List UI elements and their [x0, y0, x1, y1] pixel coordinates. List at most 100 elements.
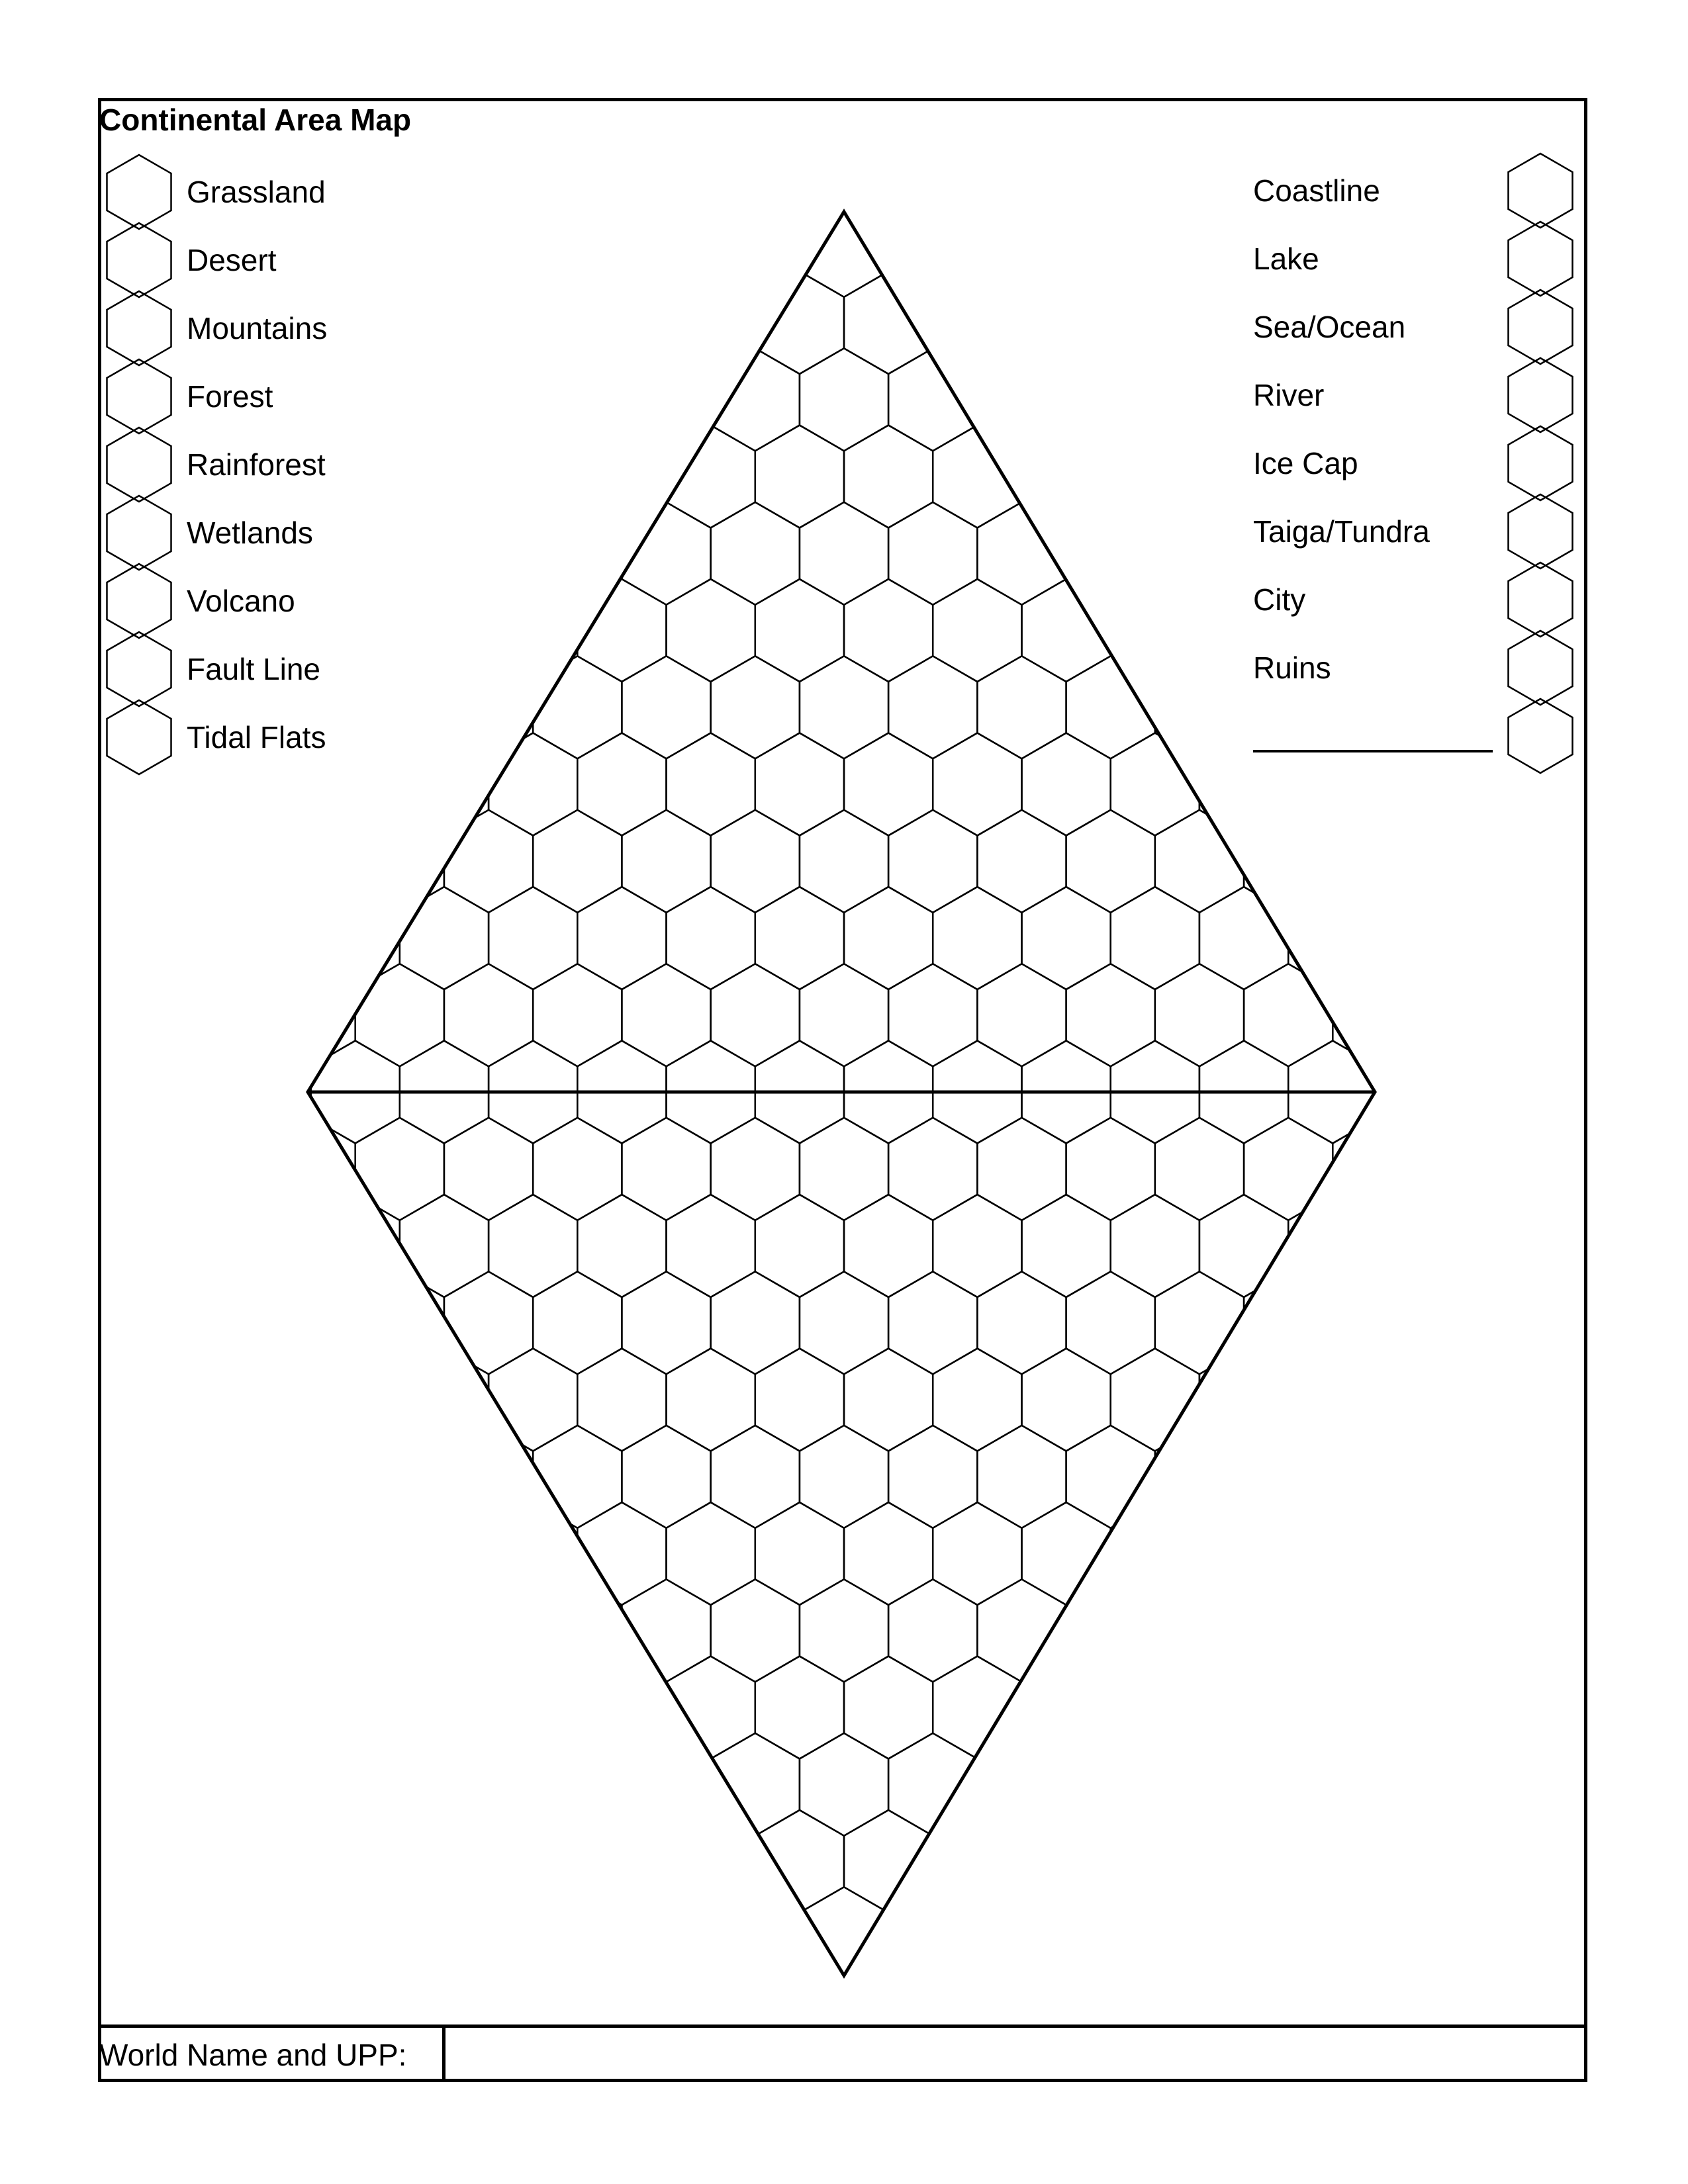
map-hex-cell [308, 212, 356, 298]
map-hex-cell [887, 962, 978, 1068]
map-hex-cell [665, 732, 757, 837]
map-hex-cell [1065, 962, 1156, 1068]
map-hex-cell [354, 1732, 445, 1837]
world-name-input[interactable] [442, 2025, 1587, 2082]
map-hex-cell [1154, 1116, 1245, 1222]
map-hex-cell [665, 578, 757, 683]
legend-label-fault-line: Fault Line [187, 652, 321, 686]
map-hex-cell [1154, 501, 1245, 606]
map-hex-cell [1332, 655, 1375, 760]
legend-hex-swatch[interactable] [1507, 289, 1573, 365]
map-hex-cell [308, 1501, 312, 1606]
legend-hex-swatch[interactable] [106, 222, 172, 298]
map-hex-cell [665, 886, 757, 991]
legend-hex-swatch[interactable] [106, 631, 172, 707]
legend-label-volcano: Volcano [187, 584, 295, 618]
legend-hex-swatch[interactable] [106, 563, 172, 639]
map-hex-cell [887, 1578, 978, 1683]
map-hex-cell [1377, 1195, 1466, 1297]
legend-label-ice-cap: Ice Cap [1253, 446, 1358, 480]
map-hex-cell [665, 1809, 757, 1914]
legend-hex-swatch[interactable] [1507, 425, 1573, 502]
legend-hex-swatch[interactable] [106, 154, 172, 230]
map-hex-cell [443, 347, 534, 452]
legend-hex-swatch[interactable] [106, 426, 172, 503]
map-hex-cell [1021, 1193, 1111, 1298]
map-hex-cell [931, 1809, 1023, 1914]
legend-hex-swatch[interactable] [1507, 629, 1573, 706]
legend-label-taiga-tundra: Taiga/Tundra [1253, 514, 1430, 549]
map-hex-cell [976, 1116, 1067, 1222]
map-hex-cell [308, 732, 312, 837]
map-hex-cell [1021, 886, 1111, 991]
map-hex-cell [532, 655, 623, 760]
map-hex-cell [310, 886, 401, 991]
map-hex-cell [1066, 40, 1155, 143]
legend-hex-swatch[interactable] [1507, 357, 1573, 433]
map-hex-cell [1155, 40, 1244, 143]
legend-hex-swatch[interactable] [106, 699, 172, 776]
map-hex-cell [310, 212, 401, 221]
map-hex-cell [1332, 1424, 1375, 1529]
map-hex-cell [487, 212, 579, 221]
map-hex-cell [354, 655, 445, 760]
map-hex-cell [1243, 962, 1334, 1068]
map-hex-cell [843, 1347, 934, 1452]
map-hex-cell [1198, 212, 1289, 221]
custom-legend-blank-line[interactable] [1253, 750, 1493, 752]
map-hex-cell [710, 501, 801, 606]
map-hex-cell [1198, 1193, 1289, 1298]
legend-hex-swatch[interactable] [1507, 561, 1573, 638]
map-hex-cell [800, 40, 888, 143]
map-hex-cell [354, 501, 445, 606]
map-hex-cell [621, 347, 712, 452]
legend-hex-swatch[interactable] [1507, 152, 1573, 229]
map-hex-cell [577, 1809, 667, 1914]
map-hex-cell [1109, 1809, 1201, 1914]
map-hex-cell [1377, 118, 1466, 220]
map-hex-cell [443, 1578, 534, 1683]
map-hex-cell [1154, 1424, 1245, 1529]
map-hex-cell [354, 962, 445, 1068]
map-hex-cell [931, 212, 1023, 221]
map-hex-cell [1065, 212, 1156, 298]
map-hex-cell [887, 1270, 978, 1375]
map-hex-cell [1109, 1501, 1201, 1606]
map-hex-cell [1065, 1886, 1156, 1976]
map-hex-cell [1154, 347, 1245, 452]
legend-hex-swatch[interactable] [1507, 493, 1573, 570]
map-hex-cell [665, 1347, 757, 1452]
legend-hex-swatch[interactable] [1507, 220, 1573, 297]
map-hex-cell [532, 1578, 623, 1683]
legend-hex-swatch[interactable] [106, 358, 172, 435]
legend-hex-swatch[interactable] [1507, 698, 1573, 774]
map-hex-cell [308, 962, 356, 1068]
map-hex-cell [1287, 1501, 1375, 1606]
map-hex-cell [621, 809, 712, 914]
map-hex-cell [308, 347, 356, 452]
map-hex-cell [621, 962, 712, 1068]
legend-label-grassland: Grassland [187, 175, 326, 209]
map-hex-cell [798, 809, 890, 914]
legend-hex-swatch[interactable] [106, 290, 172, 367]
map-hex-cell [1243, 1732, 1334, 1837]
map-hex-cell [621, 655, 712, 760]
map-hex-cell [308, 212, 312, 221]
legend-hex-swatch[interactable] [106, 494, 172, 571]
map-hex-cell [532, 347, 623, 452]
map-hex-cell [887, 1116, 978, 1222]
map-hex-cell [710, 1732, 801, 1837]
map-hex-cell [1198, 578, 1289, 683]
map-hex-cell [843, 1193, 934, 1298]
map-hex-cell [577, 1193, 667, 1298]
map-hex-cell [532, 1886, 623, 1976]
map-hex-cell [931, 886, 1023, 991]
map-hex-cell [1287, 1193, 1375, 1298]
map-hex-cell [710, 1578, 801, 1683]
map-hex-cell [1154, 1270, 1245, 1375]
map-hex-cell [399, 578, 490, 683]
map-hex-cell [976, 212, 1067, 298]
map-hex-cell [1287, 732, 1375, 837]
map-hex-cell [1109, 578, 1201, 683]
